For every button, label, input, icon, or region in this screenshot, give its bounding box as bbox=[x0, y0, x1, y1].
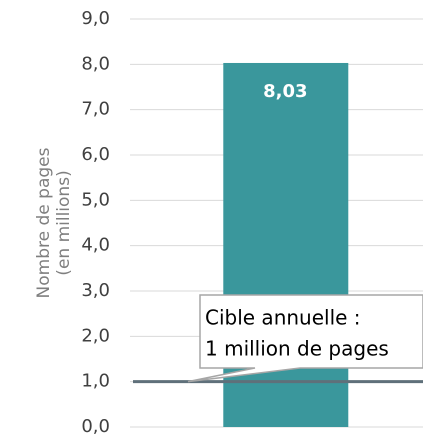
y-axis-label: Nombre de pages (en millions) bbox=[34, 147, 74, 298]
y-tick-label: 9,0 bbox=[81, 8, 110, 29]
y-tick-label: 0,0 bbox=[81, 416, 110, 437]
y-tick-label: 7,0 bbox=[81, 99, 110, 120]
y-tick-label: 1,0 bbox=[81, 371, 110, 392]
y-tick-label: 6,0 bbox=[81, 144, 110, 165]
y-tick-label: 2,0 bbox=[81, 325, 110, 346]
y-label-line: Nombre de pages bbox=[34, 147, 54, 298]
y-tick-label: 8,0 bbox=[81, 53, 110, 74]
callout-box bbox=[187, 294, 423, 383]
data-label: 8,03 bbox=[263, 81, 307, 102]
annotation-line: 1 million de pages bbox=[205, 337, 389, 361]
annotation-line: Cible annuelle : bbox=[205, 306, 361, 330]
y-tick-label: 4,0 bbox=[81, 235, 110, 256]
y-tick-label: 5,0 bbox=[81, 189, 110, 210]
y-tick-label: 3,0 bbox=[81, 280, 110, 301]
y-label-line: (en millions) bbox=[54, 170, 74, 275]
